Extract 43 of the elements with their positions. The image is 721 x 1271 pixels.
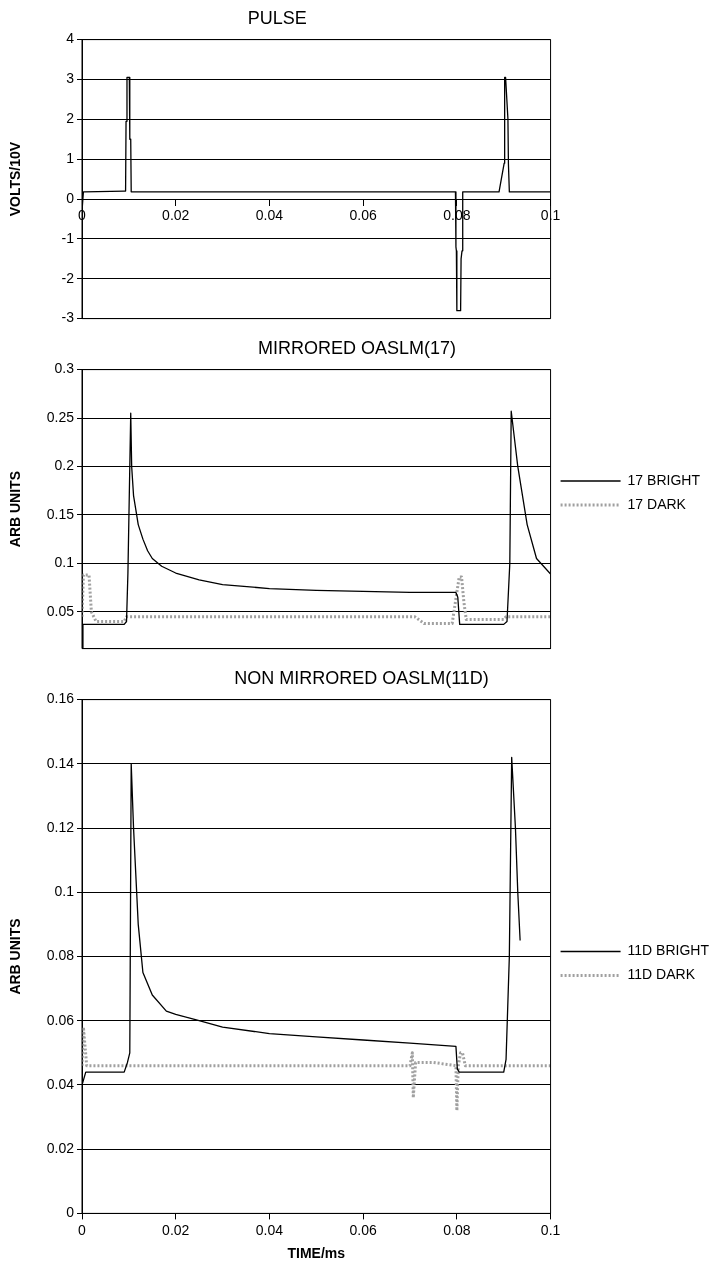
- x-tick-label: 0.02: [162, 207, 190, 224]
- y-tick-label: 0.08: [46, 947, 75, 964]
- x-tick-label: 0: [78, 1221, 87, 1238]
- x-tick-label: 0.06: [349, 207, 377, 224]
- x-tick-label: 0.04: [255, 1221, 284, 1238]
- y-tick-label: 0.1: [54, 554, 75, 571]
- y-tick-label: 0.12: [46, 818, 75, 835]
- x-tick-label: 0.08: [443, 1221, 471, 1238]
- y-tick-label: 0.25: [46, 408, 75, 425]
- chart-title: MIRRORED OASLM(17): [257, 337, 456, 358]
- y-tick-label: 1: [66, 150, 75, 167]
- y-tick-label: 0.16: [46, 690, 75, 707]
- y-axis-title: ARB UNITS: [7, 918, 24, 995]
- x-tick-label: 0.04: [255, 207, 284, 224]
- x-tick-label: 0.02: [162, 1221, 190, 1238]
- y-tick-label: 0.06: [46, 1011, 75, 1028]
- y-tick-label: 0.14: [46, 754, 75, 771]
- y-tick-label: 0.15: [46, 505, 75, 522]
- y-tick-label: -1: [61, 229, 75, 246]
- y-tick-label: 0.2: [54, 457, 75, 474]
- y-axis-title: ARB UNITS: [7, 470, 24, 548]
- y-tick-label: 3: [66, 70, 75, 87]
- y-axis-title: VOLTS/10V: [7, 141, 24, 217]
- x-tick-label: 0.06: [349, 1221, 377, 1238]
- y-tick-label: 0.05: [46, 602, 75, 619]
- y-tick-label: -3: [61, 309, 75, 326]
- y-tick-label: 0.3: [54, 360, 75, 377]
- y-tick-label: 0: [66, 1204, 75, 1221]
- chart-title: NON MIRRORED OASLM(11D): [234, 667, 489, 688]
- legend-label: 11D DARK: [627, 966, 696, 983]
- chart-title: PULSE: [247, 7, 307, 28]
- legend-label: 17 DARK: [627, 495, 687, 512]
- y-tick-label: 0.04: [46, 1075, 75, 1092]
- y-tick-label: 0: [66, 189, 75, 206]
- y-tick-label: 0.1: [54, 883, 75, 900]
- y-tick-label: 0.02: [46, 1140, 75, 1157]
- legend-label: 17 BRIGHT: [627, 471, 701, 488]
- legend-label: 11D BRIGHT: [627, 942, 710, 959]
- x-axis-title: TIME/ms: [287, 1245, 346, 1262]
- x-tick-label: 0.1: [540, 1221, 561, 1238]
- y-tick-label: 4: [66, 30, 75, 47]
- y-tick-label: 2: [66, 110, 75, 127]
- y-tick-label: -2: [61, 269, 75, 286]
